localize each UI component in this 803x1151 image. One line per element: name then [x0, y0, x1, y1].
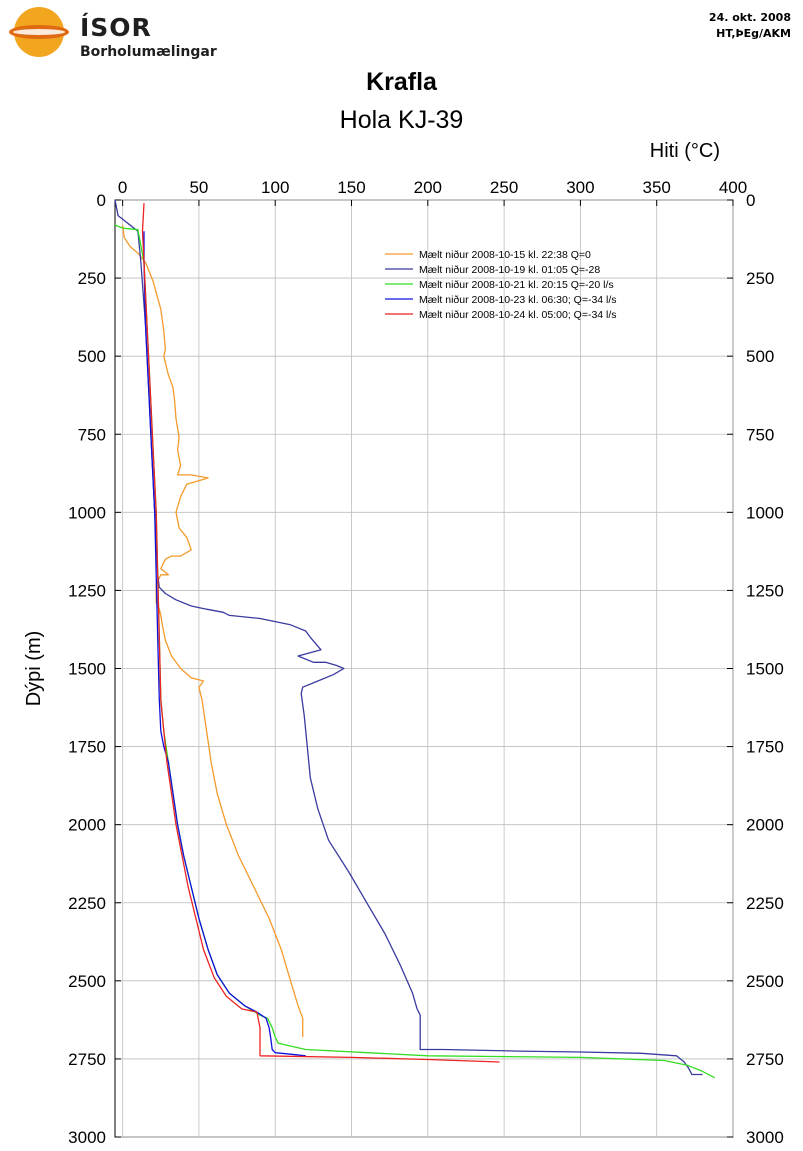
- y-tick-label-right: 0: [746, 191, 755, 210]
- y-tick-label-left: 2250: [68, 894, 106, 913]
- report-meta: 24. okt. 2008 HT,ÞEg/AKM: [709, 10, 791, 42]
- brand-name: ÍSOR: [80, 13, 152, 42]
- x-tick-label: 100: [261, 178, 289, 197]
- legend-entry: Mælt niður 2008-10-15 kl. 22:38 Q=0: [419, 249, 591, 261]
- legend-entry: Mælt niður 2008-10-21 kl. 20:15 Q=-20 l/…: [419, 279, 614, 291]
- y-tick-label-left: 0: [97, 191, 106, 210]
- y-tick-label-right: 1500: [746, 660, 784, 679]
- series-line-1: [121, 224, 304, 1038]
- y-tick-label-right: 2000: [746, 816, 784, 835]
- x-tick-label: 200: [414, 178, 442, 197]
- y-tick-label-left: 2750: [68, 1050, 106, 1069]
- brand-subtitle: Borholumælingar: [80, 44, 217, 60]
- chart-title: Krafla: [366, 68, 437, 96]
- y-tick-label-right: 2500: [746, 972, 784, 991]
- legend-entry: Mælt niður 2008-10-19 kl. 01:05 Q=-28: [419, 264, 600, 276]
- y-tick-label-left: 750: [78, 425, 106, 444]
- isor-logo: ÍSOR Borholumælingar: [8, 6, 238, 62]
- y-tick-label-left: 1750: [68, 738, 106, 757]
- y-tick-label-left: 3000: [68, 1128, 106, 1147]
- x-tick-label: 400: [719, 178, 747, 197]
- legend-entry: Mælt niður 2008-10-24 kl. 05:00; Q=-34 l…: [419, 309, 617, 321]
- x-tick-label: 300: [566, 178, 594, 197]
- y-tick-label-left: 250: [78, 269, 106, 288]
- legend-entry: Mælt niður 2008-10-23 kl. 06:30; Q=-34 l…: [419, 294, 617, 306]
- chart-subtitle: Hola KJ-39: [339, 106, 464, 134]
- y-tick-label-right: 2750: [746, 1050, 784, 1069]
- x-axis-label: Hiti (°C): [650, 140, 720, 162]
- y-tick-label-right: 2250: [746, 894, 784, 913]
- y-tick-label-left: 500: [78, 347, 106, 366]
- x-tick-label: 350: [643, 178, 671, 197]
- y-tick-label-right: 250: [746, 269, 774, 288]
- y-tick-label-left: 1500: [68, 660, 106, 679]
- x-tick-label: 50: [189, 178, 208, 197]
- y-tick-label-left: 2500: [68, 972, 106, 991]
- series-line-4: [143, 231, 306, 1057]
- report-authors: HT,ÞEg/AKM: [716, 27, 791, 40]
- x-tick-label: 0: [118, 178, 127, 197]
- report-date: 24. okt. 2008: [708, 11, 791, 24]
- y-tick-label-right: 1250: [746, 581, 784, 600]
- y-tick-label-left: 1250: [68, 581, 106, 600]
- y-tick-label-right: 750: [746, 425, 774, 444]
- y-tick-label-left: 1000: [68, 503, 106, 522]
- y-tick-label-right: 3000: [746, 1128, 784, 1147]
- y-tick-label-right: 500: [746, 347, 774, 366]
- y-axis-label: Dýpi (m): [23, 631, 45, 707]
- x-tick-label: 150: [337, 178, 365, 197]
- series-line-5: [141, 203, 500, 1063]
- sun-logo-icon: [9, 7, 69, 57]
- y-tick-label-right: 1000: [746, 503, 784, 522]
- y-tick-label-right: 1750: [746, 738, 784, 757]
- x-tick-label: 250: [490, 178, 518, 197]
- y-tick-label-left: 2000: [68, 816, 106, 835]
